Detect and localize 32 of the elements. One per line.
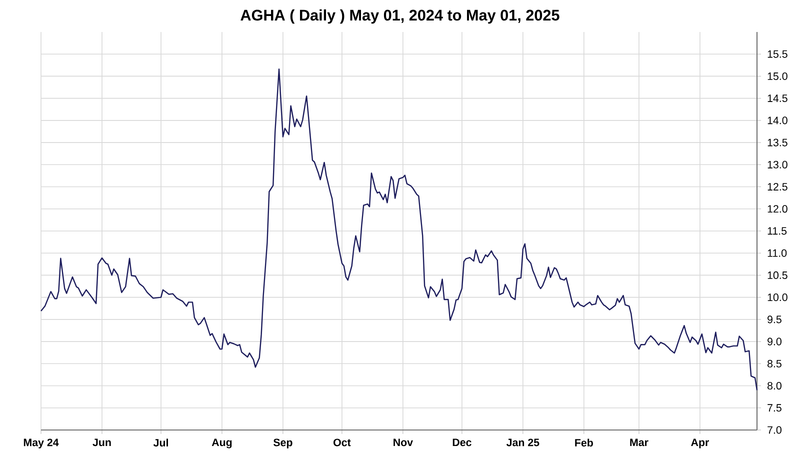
y-tick-label: 9.0 [768, 338, 782, 346]
x-tick-label: Jul [153, 438, 168, 447]
y-tick-label: 8.0 [768, 382, 782, 390]
y-tick-label: 15.5 [768, 50, 788, 58]
x-tick-label: Jan 25 [506, 438, 540, 446]
x-tick-label: Aug [212, 438, 232, 448]
x-tick-label: Oct [334, 438, 351, 446]
y-tick-label: 13.5 [768, 138, 788, 146]
chart-title: AGHA ( Daily ) May 01, 2024 to May 01, 2025 [240, 9, 560, 24]
y-tick-label: 7.0 [768, 426, 782, 434]
y-tick-label: 14.5 [768, 94, 788, 102]
y-tick-label: 9.5 [768, 316, 782, 324]
y-tick-label: 15.0 [768, 72, 788, 80]
line-series [40, 68, 758, 391]
x-tick-label: Dec [452, 438, 472, 446]
y-tick-label: 11.0 [768, 249, 787, 257]
y-tick-label: 12.5 [768, 182, 788, 191]
y-tick-label: 10.5 [768, 271, 788, 279]
x-tick-label: Nov [394, 438, 413, 446]
y-tick-label: 12.0 [768, 205, 788, 213]
x-tick-label: Sep [273, 438, 292, 448]
y-tick-label: 14.0 [768, 116, 788, 124]
x-tick-label: Feb [575, 438, 593, 447]
x-tick-label: Apr [691, 438, 709, 448]
x-tick-label: Jun [92, 438, 111, 446]
y-tick-label: 8.5 [768, 360, 782, 368]
y-tick-label: 11.5 [768, 227, 787, 235]
y-tick-label: 13.0 [768, 160, 788, 168]
y-tick-label: 10.0 [768, 294, 788, 302]
x-tick-label: May 24 [24, 438, 59, 448]
x-tick-label: Mar [630, 438, 648, 446]
y-tick-label: 7.5 [768, 404, 782, 412]
